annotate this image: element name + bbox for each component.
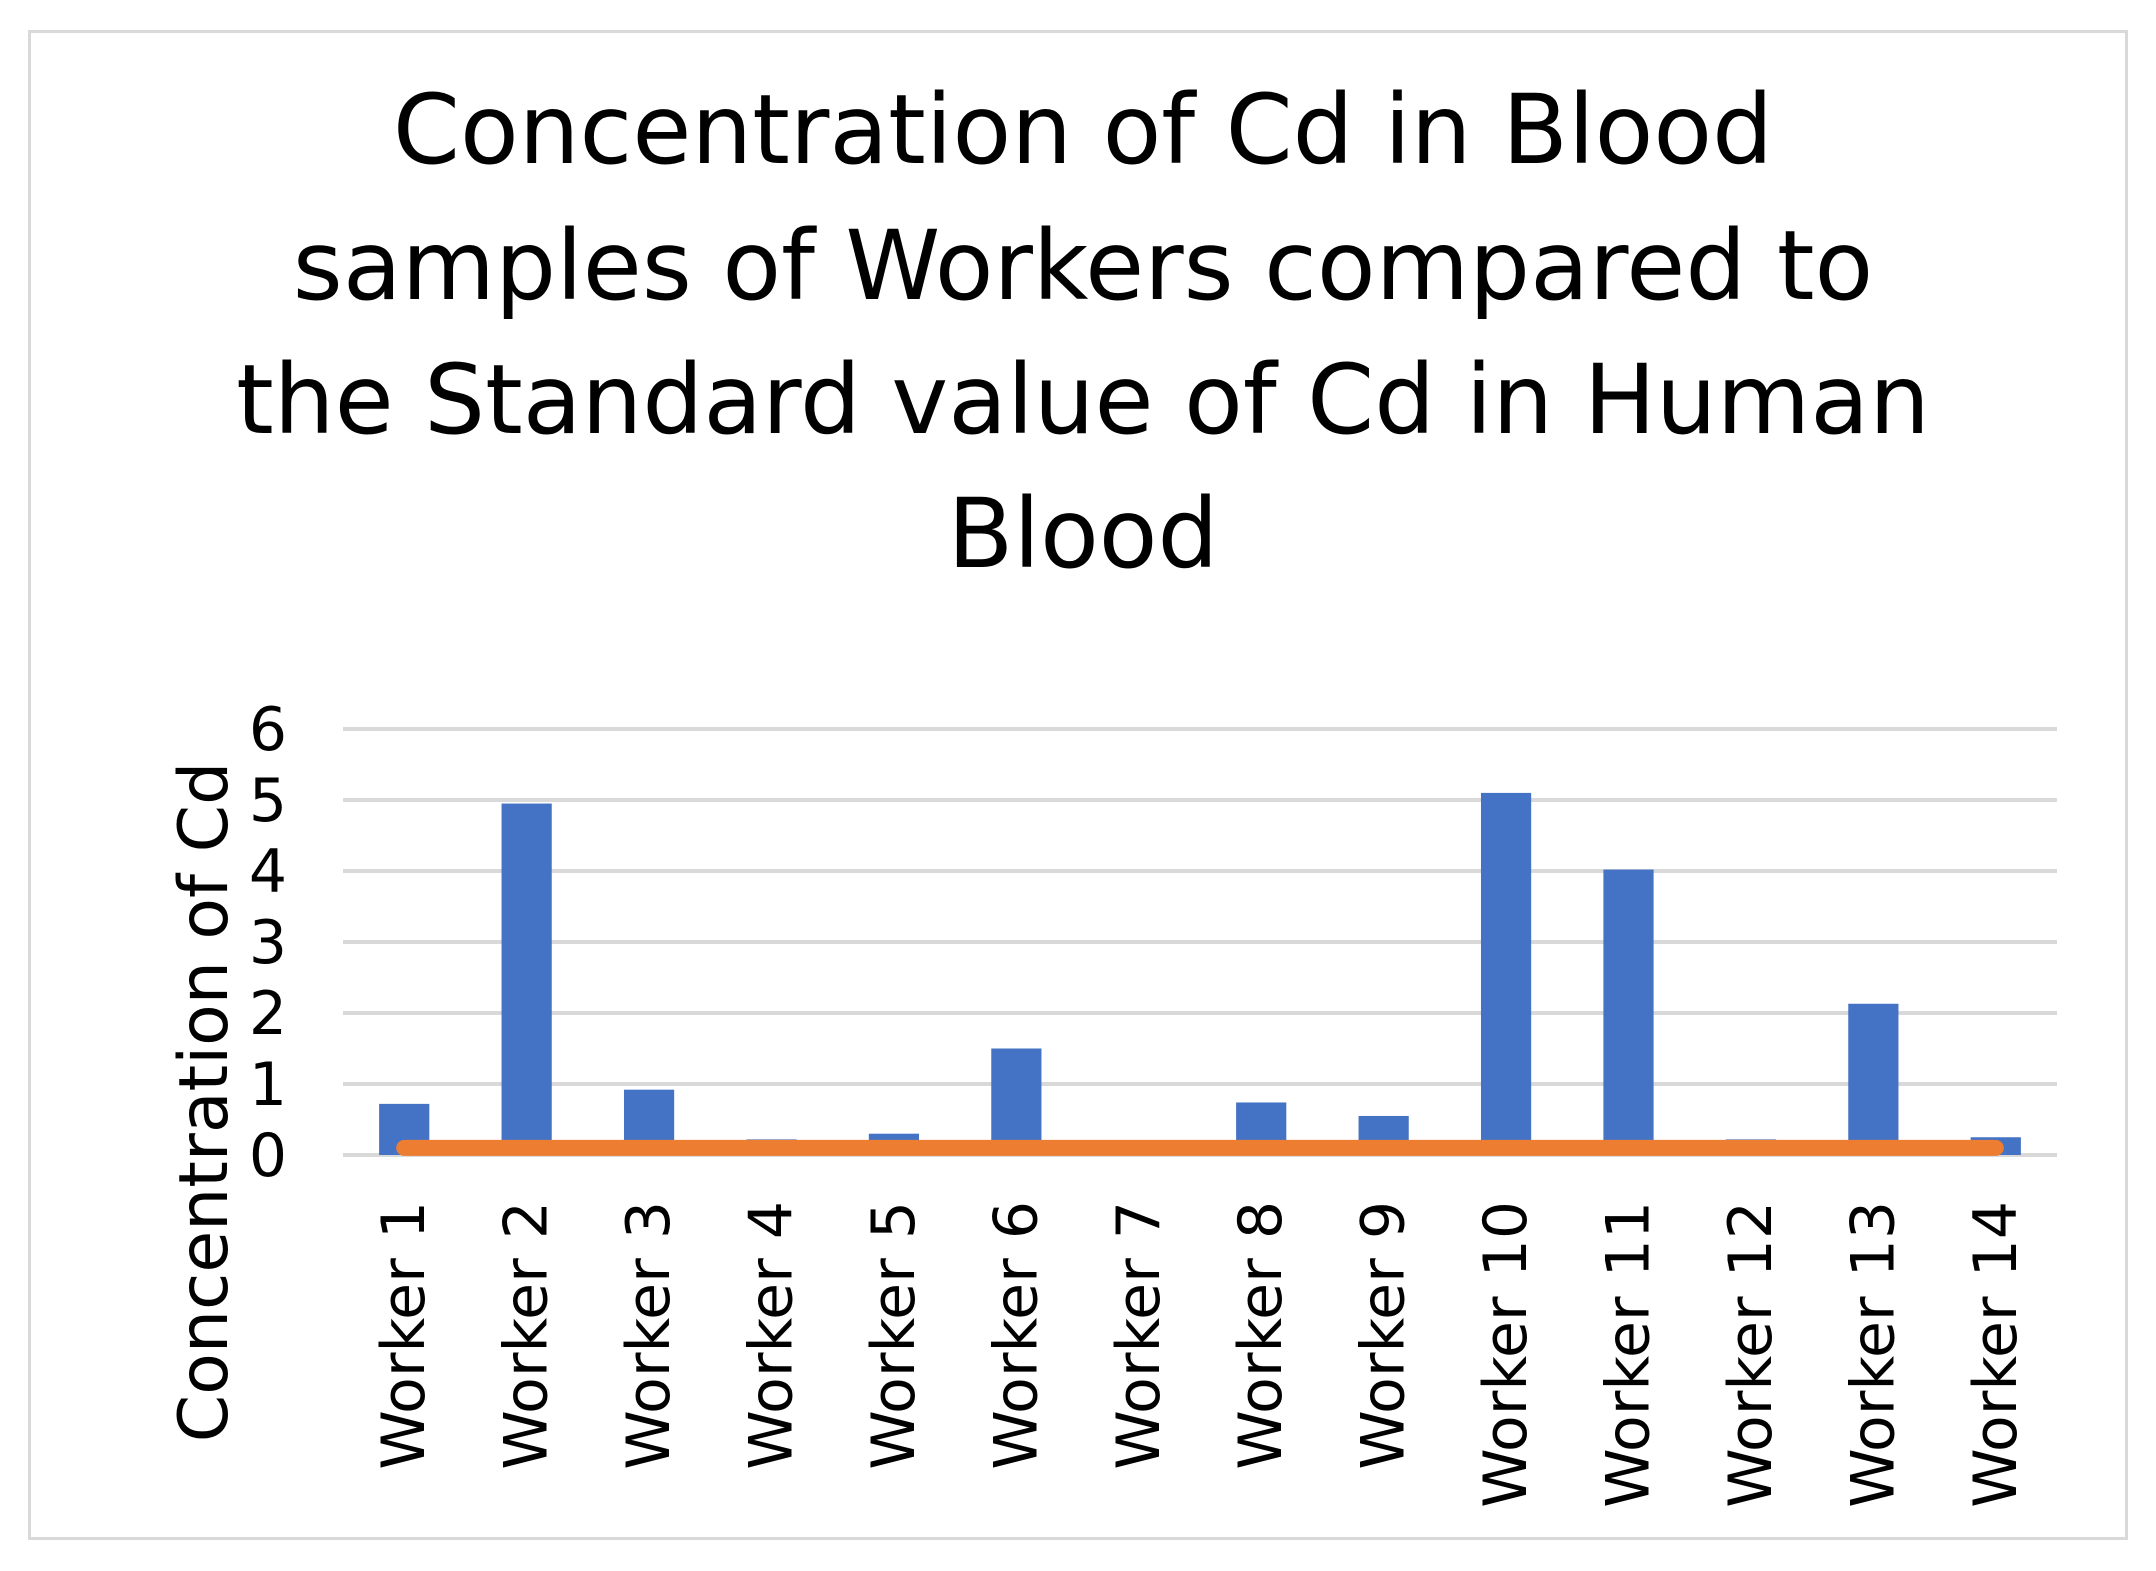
x-category-label: Worker 5 (859, 1201, 929, 1470)
bar (1603, 869, 1654, 1155)
y-tick-label: 0 (249, 1121, 287, 1191)
x-category-label: Worker 1 (369, 1201, 439, 1470)
y-tick-label: 4 (249, 837, 287, 907)
bar-series (379, 792, 2021, 1155)
bar (1848, 1003, 1899, 1155)
gridlines (343, 727, 2057, 1157)
x-category-label: Worker 4 (737, 1201, 807, 1470)
bar (991, 1048, 1042, 1155)
chart-title-line: the Standard value of Cd in Human (236, 344, 1930, 456)
x-category-label: Worker 8 (1226, 1201, 1296, 1470)
chart-title: Concentration of Cd in Blood samples of W… (236, 74, 1930, 590)
x-category-label: Worker 3 (614, 1201, 684, 1470)
x-category-label: Worker 2 (492, 1201, 562, 1470)
chart-title-line: samples of Workers compared to (293, 210, 1873, 322)
x-category-label: Worker 6 (981, 1201, 1051, 1470)
y-tick-label: 6 (249, 695, 287, 765)
x-axis-ticks: Worker 1 Worker 2 Worker 3 Worker 4 Worker 5… (369, 1201, 2031, 1508)
chart-title-line: Blood (948, 478, 1219, 590)
y-tick-label: 1 (249, 1050, 287, 1120)
chart-svg: Concentration of Cd in Blood samples of W… (165, 74, 2057, 1508)
x-category-label: Worker 11 (1594, 1201, 1664, 1508)
x-category-label: Worker 12 (1716, 1201, 1786, 1508)
bar (1480, 792, 1532, 1155)
x-category-label: Worker 10 (1471, 1201, 1541, 1508)
x-category-label: Worker 14 (1961, 1201, 2031, 1508)
y-tick-label: 2 (249, 979, 287, 1049)
chart-title-line: Concentration of Cd in Blood (393, 74, 1773, 186)
chart-frame: Concentration of Cd in Blood samples of W… (28, 30, 2128, 1540)
x-category-label: Worker 13 (1838, 1201, 1908, 1508)
y-axis-label: Concentration of Cd (165, 762, 244, 1442)
y-tick-label: 5 (249, 766, 287, 836)
bar (501, 803, 552, 1155)
x-category-label: Worker 7 (1104, 1201, 1174, 1470)
x-category-label: Worker 9 (1349, 1201, 1419, 1470)
y-tick-label: 3 (249, 908, 287, 978)
